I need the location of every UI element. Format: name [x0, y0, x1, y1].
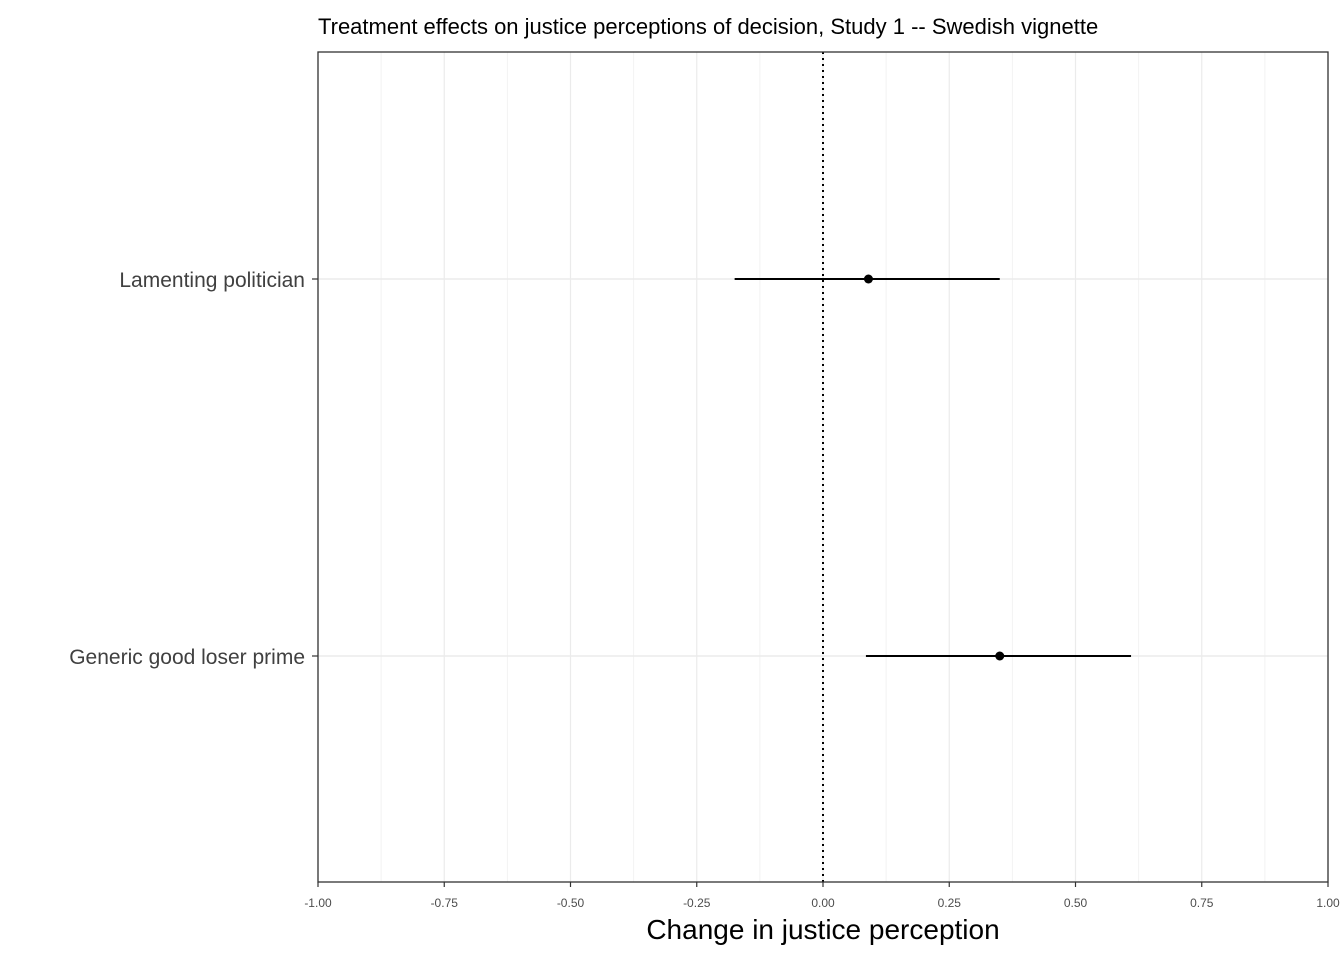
x-tick-label: -0.50: [557, 896, 585, 910]
y-category-label: Generic good loser prime: [69, 646, 305, 669]
x-tick-label: 0.75: [1190, 896, 1214, 910]
point-estimate: [863, 274, 873, 284]
axis-layer: -1.00 -0.75 -0.50 -0.25 0.00 0.25 0.50 0.75 1.00…: [69, 269, 1340, 910]
chart-title: Treatment effects on justice perceptions…: [318, 14, 1098, 39]
x-tick-label: -1.00: [304, 896, 332, 910]
x-tick-label: 0.50: [1064, 896, 1088, 910]
x-tick-label: 0.25: [938, 896, 962, 910]
x-tick-label: 0.00: [811, 896, 835, 910]
data-layer: [734, 274, 1132, 661]
x-tick-label: 1.00: [1316, 896, 1340, 910]
y-category-label: Lamenting politician: [119, 269, 305, 292]
point-estimate: [995, 651, 1005, 661]
x-axis-title: Change in justice perception: [646, 914, 999, 945]
x-tick-label: -0.25: [683, 896, 711, 910]
x-tick-label: -0.75: [431, 896, 459, 910]
